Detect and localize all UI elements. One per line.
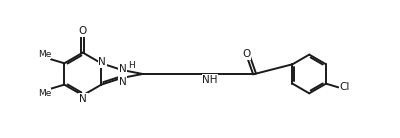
Text: Me: Me — [38, 89, 51, 98]
Text: O: O — [79, 26, 87, 36]
Text: N: N — [79, 94, 87, 104]
Text: Cl: Cl — [339, 82, 350, 92]
Text: O: O — [242, 49, 250, 59]
Text: Me: Me — [38, 50, 51, 59]
Text: N: N — [119, 76, 126, 87]
Text: H: H — [128, 61, 135, 70]
Text: N: N — [119, 64, 126, 74]
Text: NH: NH — [202, 75, 218, 85]
Text: N: N — [98, 57, 106, 67]
